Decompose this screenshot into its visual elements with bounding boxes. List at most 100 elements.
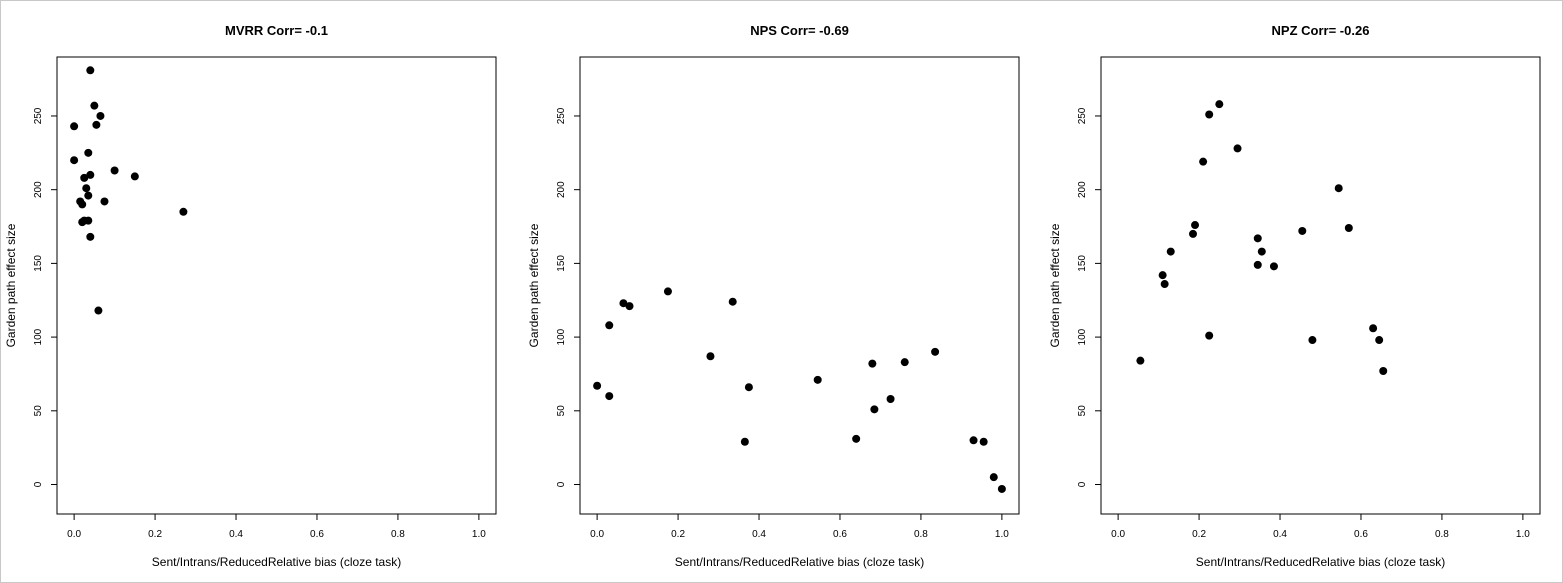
x-tick-label: 1.0 (1516, 529, 1530, 540)
data-point (605, 321, 614, 330)
x-axis-label: Sent/Intrans/ReducedRelative bias (cloze… (1196, 555, 1445, 569)
data-point (979, 437, 988, 446)
x-tick-label: 0.0 (67, 529, 81, 540)
x-tick-label: 0.8 (391, 529, 405, 540)
data-point (1375, 336, 1384, 345)
x-tick-label: 1.0 (995, 529, 1009, 540)
data-point (179, 207, 188, 216)
data-point (989, 473, 998, 482)
data-point (70, 156, 79, 165)
y-tick-label: 200 (33, 181, 44, 198)
y-tick-label: 200 (556, 181, 567, 198)
data-point (1308, 336, 1317, 345)
chart-title: NPZ Corr= -0.26 (1272, 23, 1370, 38)
data-point (1298, 226, 1307, 235)
y-axis-label: Garden path effect size (527, 223, 541, 347)
data-point (1334, 184, 1343, 193)
x-tick-label: 0.8 (914, 529, 928, 540)
data-point (1199, 157, 1208, 166)
data-point (1160, 280, 1169, 289)
data-point (86, 66, 95, 75)
data-point (1253, 234, 1262, 243)
panel-3: NPZ Corr= -0.26 0.0 0.2 0.4 0.6 0.8 1.0 0 50 100 1… (1048, 23, 1541, 569)
x-tick-label: 0.4 (229, 529, 243, 540)
x-axis-label: Sent/Intrans/ReducedRelative bias (cloze… (675, 555, 924, 569)
y-tick-label: 200 (1077, 181, 1088, 198)
data-point (728, 297, 737, 306)
data-point (1189, 229, 1198, 238)
data-point (1191, 221, 1200, 230)
data-point (1269, 262, 1278, 271)
data-point (593, 381, 602, 390)
x-tick-label: 0.6 (1354, 529, 1368, 540)
data-point (92, 120, 101, 129)
data-point (84, 148, 93, 157)
y-tick-label: 100 (33, 328, 44, 345)
data-point (80, 173, 89, 182)
panel-1: MVRR Corr= -0.1 0.0 0.2 0.4 0.6 0.8 1.0 0 50 100 1… (4, 23, 497, 569)
data-point (1253, 260, 1262, 269)
data-point (744, 383, 753, 392)
panel-2: NPS Corr= -0.69 0.0 0.2 0.4 0.6 0.8 1.0 0 50 100 1… (527, 23, 1020, 569)
data-point (96, 111, 105, 120)
data-point (1136, 356, 1145, 365)
data-point (110, 166, 119, 175)
data-point (900, 358, 909, 367)
y-tick-label: 100 (1077, 328, 1088, 345)
y-tick-label: 50 (1077, 405, 1088, 417)
data-point (86, 170, 95, 179)
data-point (84, 216, 93, 225)
x-tick-label: 0.8 (1435, 529, 1449, 540)
data-point (969, 436, 978, 445)
y-tick-label: 150 (556, 255, 567, 272)
data-point (870, 405, 879, 414)
x-tick-label: 1.0 (472, 529, 486, 540)
x-tick-label: 0.6 (310, 529, 324, 540)
data-point (70, 122, 79, 131)
data-point (886, 395, 895, 404)
y-tick-label: 0 (556, 481, 567, 487)
data-point (86, 232, 95, 241)
data-point (1158, 271, 1167, 280)
data-point (78, 218, 87, 227)
data-point (1205, 110, 1214, 119)
data-point (90, 101, 99, 110)
y-tick-label: 150 (1077, 255, 1088, 272)
x-axis-label: Sent/Intrans/ReducedRelative bias (cloze… (152, 555, 401, 569)
chart-title: NPS Corr= -0.69 (750, 23, 849, 38)
y-tick-label: 250 (556, 107, 567, 124)
data-point (1205, 331, 1214, 340)
data-point (84, 191, 93, 200)
data-point (1379, 367, 1388, 376)
x-tick-label: 0.4 (752, 529, 766, 540)
plot-box (579, 56, 1020, 515)
x-tick-label: 0.2 (148, 529, 162, 540)
y-tick-label: 50 (556, 405, 567, 417)
y-tick-label: 250 (33, 107, 44, 124)
y-tick-label: 150 (33, 255, 44, 272)
data-point (868, 359, 877, 368)
data-point (1344, 224, 1353, 233)
data-point (82, 184, 91, 193)
y-axis-label: Garden path effect size (1048, 223, 1062, 347)
data-point (1233, 144, 1242, 153)
data-point (605, 392, 614, 401)
x-tick-label: 0.0 (590, 529, 604, 540)
x-tick-label: 0.4 (1273, 529, 1287, 540)
data-point (706, 352, 715, 361)
data-point (100, 197, 109, 206)
data-point (130, 172, 139, 181)
data-point (94, 306, 103, 315)
data-point (813, 375, 822, 384)
data-point (852, 434, 861, 443)
y-tick-label: 0 (33, 481, 44, 487)
data-point (1369, 324, 1378, 333)
data-point (619, 299, 628, 308)
data-point (1257, 247, 1266, 256)
chart-title: MVRR Corr= -0.1 (225, 23, 328, 38)
x-tick-label: 0.6 (833, 529, 847, 540)
y-tick-label: 50 (33, 405, 44, 417)
data-point (997, 484, 1006, 493)
